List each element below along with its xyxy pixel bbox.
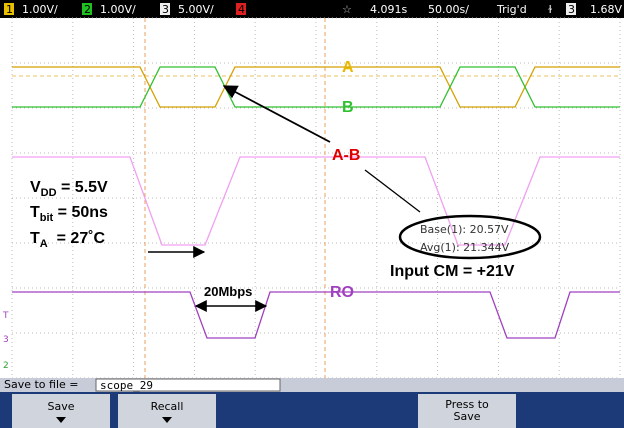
label-a-minus-b: A-B <box>332 147 360 164</box>
trigger-status: Trig'd <box>496 3 527 16</box>
status-bar <box>0 0 624 18</box>
label-a: A <box>342 59 354 76</box>
trigger-source: 3 <box>568 3 575 16</box>
ta: TA = 27˚C <box>30 230 106 250</box>
filename: scope_29 <box>100 379 153 392</box>
label-ro: RO <box>330 284 354 301</box>
tbit: Tbit = 50ns <box>30 204 108 224</box>
marker: T <box>2 311 9 321</box>
ch1-scale: 1.00V/ <box>22 3 58 16</box>
softkey[interactable]: Recall <box>118 394 216 428</box>
scope-screen: 1 1.00V/ 2 1.00V/ 3 5.00V/ 4 ☆ 4.091s 50… <box>0 0 624 428</box>
ch2: 2 <box>84 3 91 16</box>
grid <box>12 18 620 378</box>
rate: 20Mbps <box>204 284 252 299</box>
measurement-base: Base(1): 20.57V <box>420 223 509 236</box>
save-label: Save to file = <box>4 378 79 391</box>
timebase: 50.00s/ <box>428 3 469 16</box>
ch4: 4 <box>238 3 245 16</box>
softkey-label: Recall <box>151 400 184 413</box>
trigger-edge: ɫ <box>548 3 552 16</box>
softkey[interactable]: Save <box>12 394 110 428</box>
marker: 3 <box>3 335 9 345</box>
marker: 2 <box>3 361 9 371</box>
measurement-avg: Avg(1): 21.344V <box>420 241 510 254</box>
vdd: VDD = 5.5V <box>30 179 108 199</box>
input-cm: Input CM = +21V <box>390 263 515 280</box>
ch2-scale: 1.00V/ <box>100 3 136 16</box>
ch3-scale: 5.00V/ <box>178 3 214 16</box>
softkey-label: Save <box>47 400 74 413</box>
label-b: B <box>342 99 354 116</box>
trigger-level: 1.68V <box>590 3 622 16</box>
delay-icon: ☆ <box>342 3 352 16</box>
ch1: 1 <box>6 3 13 16</box>
ch3: 3 <box>162 3 169 16</box>
delay: 4.091s <box>370 3 407 16</box>
